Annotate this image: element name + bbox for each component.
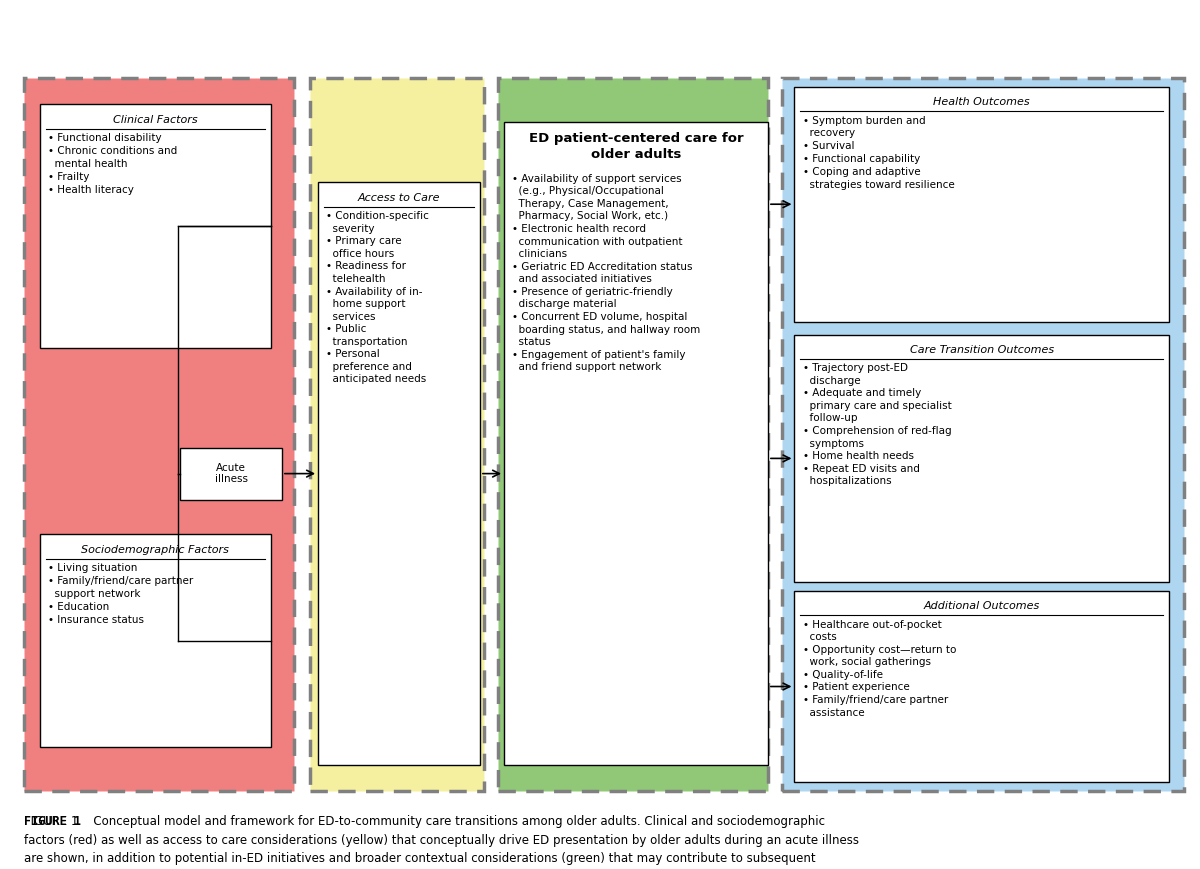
Text: • Living situation
• Family/friend/care partner
  support network
• Education
• : • Living situation • Family/friend/care … bbox=[48, 563, 193, 626]
Text: • Trajectory post-ED
  discharge
• Adequate and timely
  primary care and specia: • Trajectory post-ED discharge • Adequat… bbox=[803, 363, 952, 487]
Text: Sociodemographic Factors: Sociodemographic Factors bbox=[82, 545, 229, 555]
Text: ED patient-centered care for
older adults: ED patient-centered care for older adult… bbox=[529, 132, 743, 161]
Bar bbox=[794, 87, 1169, 322]
Bar bbox=[310, 78, 484, 791]
Text: • Condition-specific
  severity
• Primary care
  office hours
• Readiness for
  : • Condition-specific severity • Primary … bbox=[326, 211, 430, 384]
Text: Additional Outcomes: Additional Outcomes bbox=[924, 601, 1039, 612]
Bar bbox=[318, 182, 480, 765]
Bar bbox=[504, 122, 768, 765]
Text: • Symptom burden and
  recovery
• Survival
• Functional capability
• Coping and : • Symptom burden and recovery • Survival… bbox=[803, 116, 954, 189]
Bar bbox=[24, 78, 294, 791]
Bar bbox=[40, 104, 271, 348]
Bar bbox=[498, 78, 768, 791]
Bar bbox=[794, 335, 1169, 582]
Text: FIGURE 1: FIGURE 1 bbox=[24, 815, 82, 828]
Text: Clinical Factors: Clinical Factors bbox=[113, 115, 198, 125]
Bar bbox=[794, 591, 1169, 782]
Text: FIGURE 1    Conceptual model and framework for ED-to-community care transitions : FIGURE 1 Conceptual model and framework … bbox=[24, 815, 859, 869]
Text: Access to Care: Access to Care bbox=[358, 193, 440, 203]
Text: Acute
illness: Acute illness bbox=[215, 463, 247, 484]
Text: • Availability of support services
  (e.g., Physical/Occupational
  Therapy, Cas: • Availability of support services (e.g.… bbox=[512, 174, 701, 372]
Text: • Healthcare out-of-pocket
  costs
• Opportunity cost—return to
  work, social g: • Healthcare out-of-pocket costs • Oppor… bbox=[803, 620, 956, 718]
Bar bbox=[40, 534, 271, 747]
Bar bbox=[180, 448, 282, 500]
Bar bbox=[782, 78, 1184, 791]
Text: Health Outcomes: Health Outcomes bbox=[934, 97, 1030, 108]
Text: • Functional disability
• Chronic conditions and
  mental health
• Frailty
• Hea: • Functional disability • Chronic condit… bbox=[48, 133, 178, 196]
Text: Care Transition Outcomes: Care Transition Outcomes bbox=[910, 345, 1054, 355]
